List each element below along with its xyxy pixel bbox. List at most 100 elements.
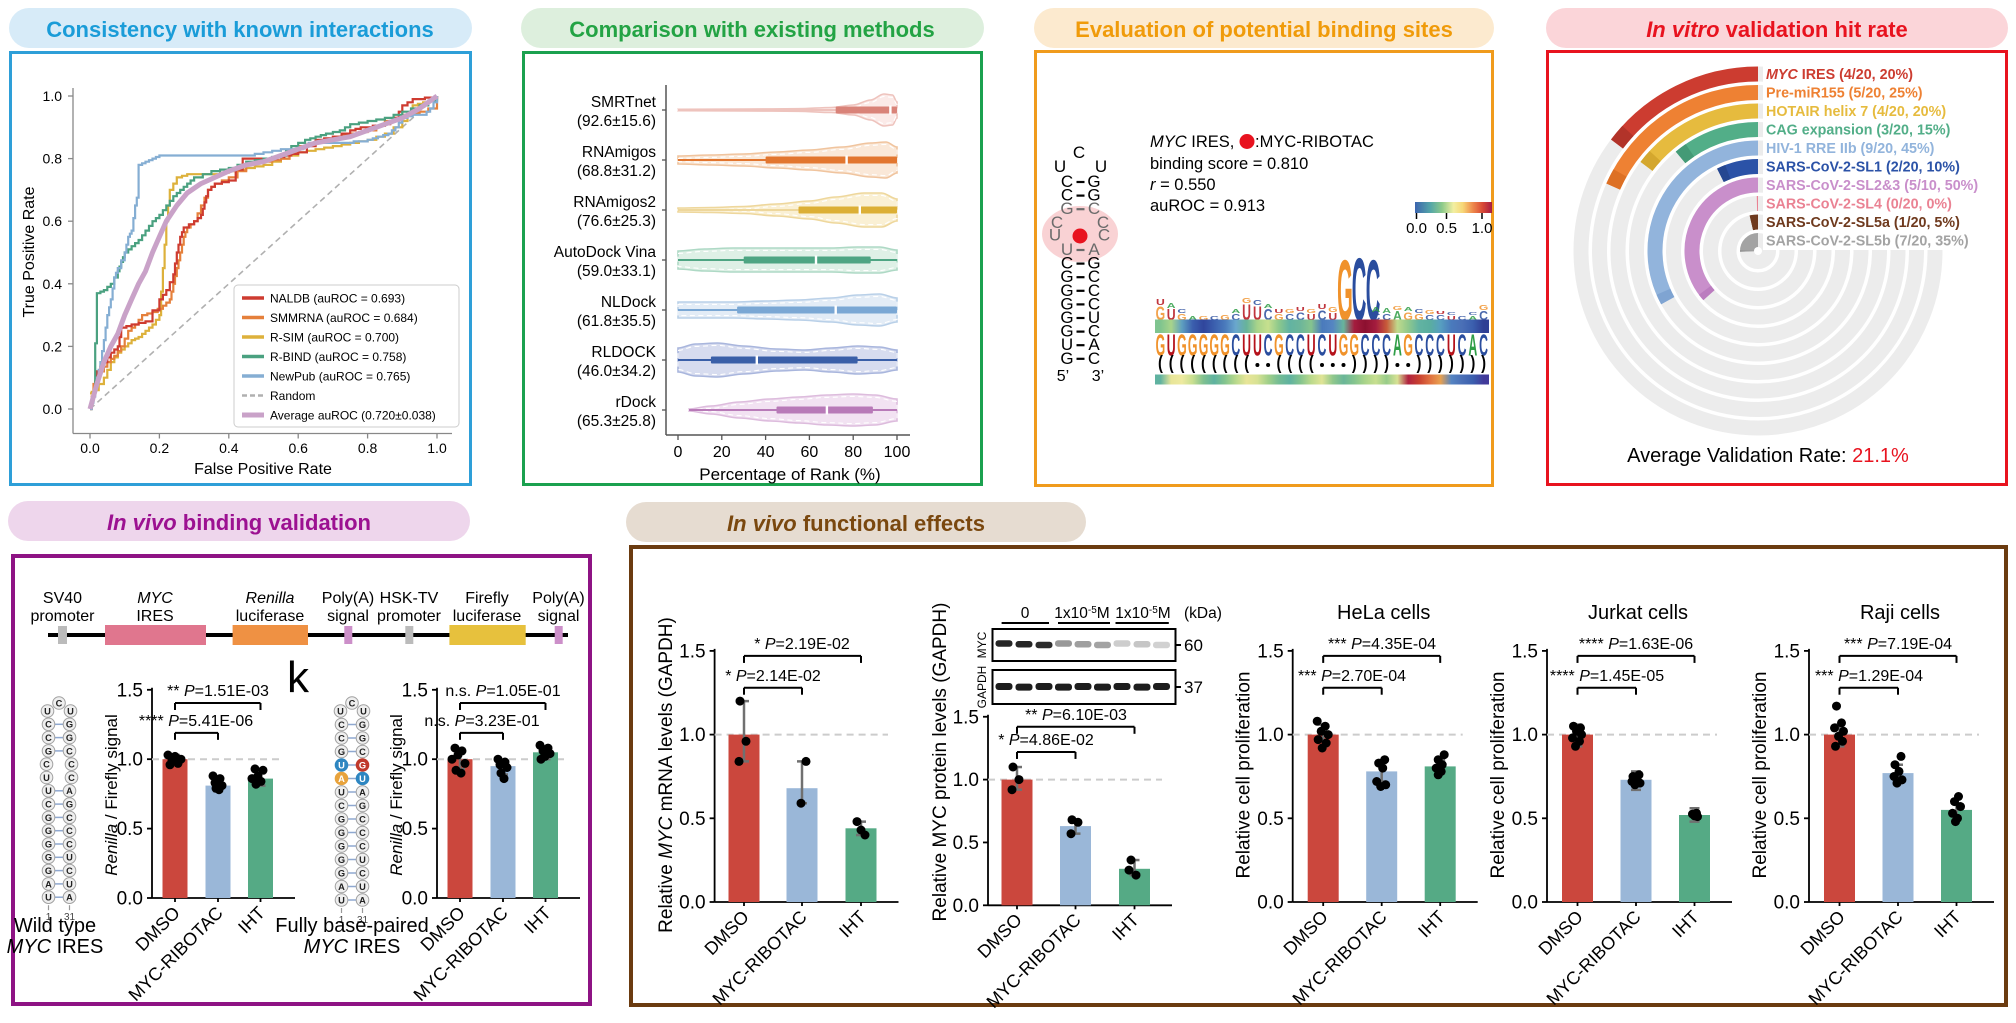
svg-text:luciferase: luciferase: [453, 608, 522, 625]
svg-text:U: U: [1274, 308, 1283, 314]
svg-text:MYC IRES,: MYC IRES,: [1150, 133, 1234, 151]
svg-text:C: C: [45, 733, 52, 743]
svg-text:G: G: [1199, 315, 1209, 321]
svg-text:100: 100: [884, 444, 911, 461]
svg-text:C: C: [68, 760, 75, 770]
svg-text:A: A: [1088, 335, 1100, 354]
svg-text:In vivo functional effects: In vivo functional effects: [727, 511, 985, 536]
svg-text:Jurkat cells: Jurkat cells: [1588, 602, 1688, 624]
svg-text:G: G: [1339, 328, 1349, 362]
svg-text:NALDB (auROC = 0.693): NALDB (auROC = 0.693): [270, 292, 405, 306]
svg-text:U: U: [1328, 312, 1337, 323]
svg-text:C: C: [1177, 308, 1186, 314]
svg-text:0.5: 0.5: [117, 819, 143, 840]
svg-text:C: C: [1253, 299, 1262, 307]
svg-text:Firefly: Firefly: [465, 590, 509, 607]
svg-text:C: C: [359, 747, 366, 757]
svg-text:): ): [1470, 352, 1475, 373]
svg-text:CAG expansion (3/20, 15%): CAG expansion (3/20, 15%): [1766, 123, 1951, 139]
svg-text:G: G: [1087, 254, 1100, 273]
svg-text:U: U: [1436, 310, 1445, 315]
svg-text:1.5: 1.5: [1257, 641, 1283, 662]
svg-text:G: G: [1425, 309, 1435, 315]
svg-text:C: C: [66, 813, 73, 823]
svg-text:Relative cell proliferation: Relative cell proliferation: [1234, 672, 1255, 879]
svg-text:C: C: [1425, 328, 1434, 362]
svg-text:C: C: [1296, 311, 1305, 323]
svg-text:C: C: [1285, 314, 1294, 323]
svg-text:G: G: [338, 814, 345, 824]
svg-text:Poly(A): Poly(A): [322, 590, 374, 607]
svg-text:G: G: [1060, 267, 1073, 286]
svg-text:5’: 5’: [1057, 368, 1069, 385]
svg-text:Poly(A): Poly(A): [532, 590, 584, 607]
svg-text:G: G: [45, 866, 52, 876]
svg-text:Relative MYC mRNA levels (GAPD: Relative MYC mRNA levels (GAPDH): [656, 617, 677, 933]
svg-text:C: C: [1352, 240, 1367, 339]
svg-text:U: U: [337, 706, 344, 716]
svg-text:* P=4.86E-02: * P=4.86E-02: [998, 732, 1094, 749]
svg-text:): ): [1460, 352, 1465, 373]
svg-text:U: U: [1156, 299, 1165, 308]
svg-text::MYC-RIBOTAC: :MYC-RIBOTAC: [1255, 133, 1374, 151]
svg-text:C: C: [1366, 243, 1381, 339]
svg-text:G: G: [338, 747, 345, 757]
svg-text:0.6: 0.6: [43, 213, 63, 229]
svg-text:Evaluation of potential bindin: Evaluation of potential binding sites: [1075, 17, 1453, 42]
svg-text:U: U: [1328, 328, 1337, 362]
svg-text:R-SIM (auROC = 0.700): R-SIM (auROC = 0.700): [270, 331, 399, 345]
svg-text:HIV-1 RRE IIb (9/20, 45%): HIV-1 RRE IIb (9/20, 45%): [1766, 141, 1935, 157]
svg-text:): ): [1384, 352, 1389, 373]
svg-text:False Positive Rate: False Positive Rate: [194, 461, 332, 478]
svg-text:C: C: [1231, 328, 1240, 362]
svg-text:(65.3±25.8): (65.3±25.8): [577, 413, 656, 430]
svg-text:U: U: [67, 706, 74, 716]
svg-text:G: G: [1087, 172, 1100, 191]
svg-text:U: U: [1307, 314, 1316, 323]
svg-text:SARS-CoV-2-SL5a (1/20, 5%): SARS-CoV-2-SL5a (1/20, 5%): [1766, 215, 1960, 231]
svg-text:A: A: [1468, 328, 1477, 362]
svg-text:SMMRNA (auROC = 0.684): SMMRNA (auROC = 0.684): [270, 311, 418, 325]
svg-text:(: (: [1298, 352, 1303, 373]
svg-text:G: G: [1199, 328, 1209, 362]
svg-text:C: C: [45, 800, 52, 810]
svg-text:R-BIND (auROC = 0.758): R-BIND (auROC = 0.758): [270, 350, 406, 364]
svg-text:U: U: [1447, 328, 1456, 362]
svg-text:U: U: [359, 855, 366, 865]
svg-text:A: A: [338, 774, 345, 784]
svg-text:U: U: [1095, 157, 1107, 176]
svg-text:G: G: [1220, 314, 1230, 322]
svg-text:0.0: 0.0: [43, 401, 63, 417]
svg-text:A: A: [66, 786, 73, 796]
svg-text:rDock: rDock: [616, 394, 657, 411]
svg-text:1.0: 1.0: [402, 750, 428, 771]
svg-text:**** P=1.63E-06: **** P=1.63E-06: [1579, 636, 1693, 653]
svg-text:*** P=7.19E-04: *** P=7.19E-04: [1844, 636, 1952, 653]
svg-text:U: U: [1242, 300, 1251, 325]
svg-text:U: U: [45, 893, 52, 903]
svg-text:C: C: [66, 839, 73, 849]
svg-text:(59.0±33.1): (59.0±33.1): [577, 263, 656, 280]
svg-text:40: 40: [757, 444, 775, 461]
svg-text:U: U: [1049, 226, 1061, 245]
svg-text:n.s. P=3.23E-01: n.s. P=3.23E-01: [424, 713, 539, 730]
svg-text:0.0: 0.0: [402, 889, 428, 910]
svg-text:auROC = 0.913: auROC = 0.913: [1150, 197, 1265, 215]
svg-text:(76.6±25.3): (76.6±25.3): [577, 213, 656, 230]
svg-text:HeLa cells: HeLa cells: [1337, 602, 1430, 624]
svg-text:binding score = 0.810: binding score = 0.810: [1150, 155, 1308, 173]
svg-text:C: C: [1318, 307, 1327, 323]
svg-text:C: C: [1415, 308, 1424, 314]
svg-text:1.0: 1.0: [117, 750, 143, 771]
svg-text:**** P=1.45E-05: **** P=1.45E-05: [1550, 668, 1664, 685]
svg-text:Renilla: Renilla: [246, 590, 295, 607]
svg-text:C: C: [1468, 311, 1477, 316]
svg-text:(92.6±15.6): (92.6±15.6): [577, 113, 656, 130]
svg-text:G: G: [338, 841, 345, 851]
svg-text:G: G: [359, 733, 366, 743]
svg-text:G: G: [45, 853, 52, 863]
svg-text:C: C: [349, 698, 356, 708]
svg-text:C: C: [1318, 328, 1327, 362]
svg-text:C: C: [1479, 309, 1488, 323]
svg-text:A: A: [338, 882, 345, 892]
